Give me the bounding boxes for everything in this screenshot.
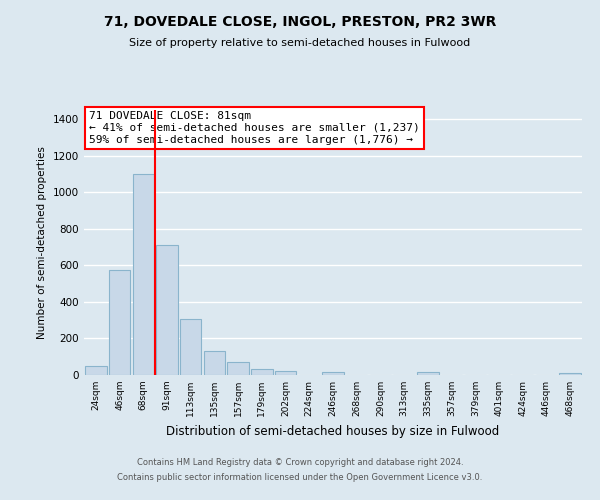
Bar: [251, 368, 272, 375]
Bar: [204, 351, 225, 375]
Bar: [559, 373, 581, 375]
Y-axis label: Number of semi-detached properties: Number of semi-detached properties: [37, 146, 47, 339]
Bar: [180, 320, 202, 375]
Bar: [322, 372, 344, 375]
Text: Contains public sector information licensed under the Open Government Licence v3: Contains public sector information licen…: [118, 473, 482, 482]
Bar: [227, 362, 249, 375]
Bar: [157, 245, 178, 375]
Text: Size of property relative to semi-detached houses in Fulwood: Size of property relative to semi-detach…: [130, 38, 470, 48]
Bar: [85, 366, 107, 375]
X-axis label: Distribution of semi-detached houses by size in Fulwood: Distribution of semi-detached houses by …: [166, 424, 500, 438]
Bar: [275, 372, 296, 375]
Bar: [417, 372, 439, 375]
Text: 71 DOVEDALE CLOSE: 81sqm
← 41% of semi-detached houses are smaller (1,237)
59% o: 71 DOVEDALE CLOSE: 81sqm ← 41% of semi-d…: [89, 112, 420, 144]
Bar: [109, 270, 130, 375]
Text: 71, DOVEDALE CLOSE, INGOL, PRESTON, PR2 3WR: 71, DOVEDALE CLOSE, INGOL, PRESTON, PR2 …: [104, 16, 496, 30]
Bar: [133, 174, 154, 375]
Text: Contains HM Land Registry data © Crown copyright and database right 2024.: Contains HM Land Registry data © Crown c…: [137, 458, 463, 467]
